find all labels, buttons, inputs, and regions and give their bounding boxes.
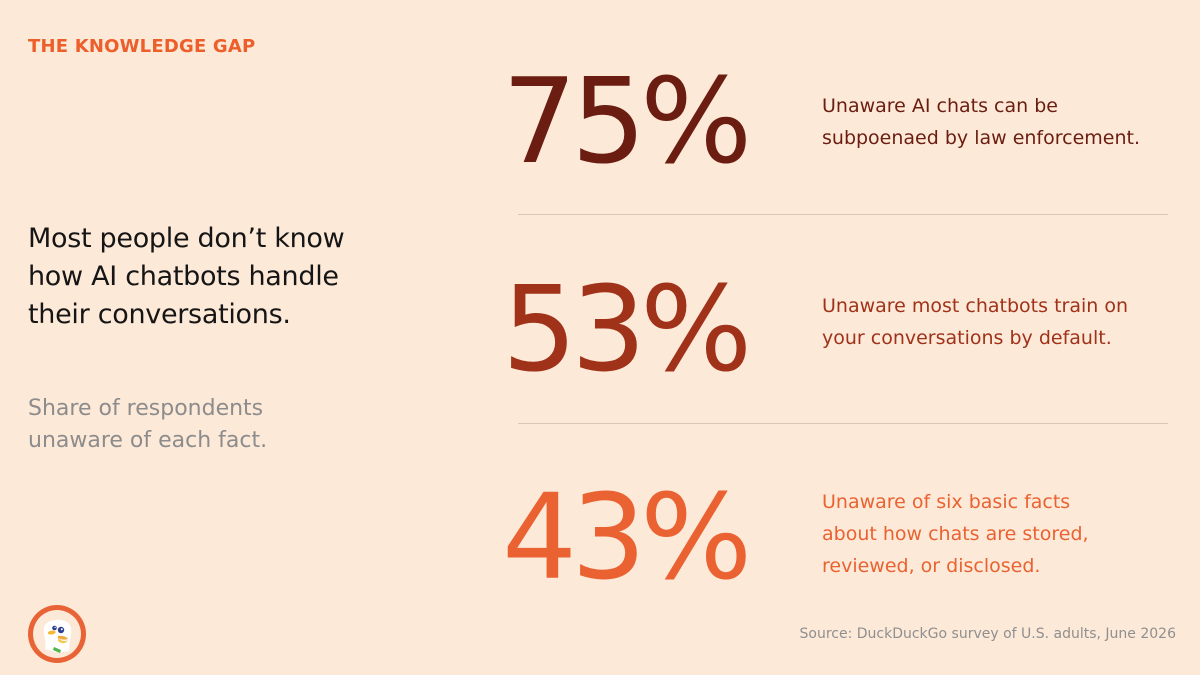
stat-description-53-line-1: Unaware most chatbots train on <box>822 295 1129 317</box>
eyebrow-title: THE KNOWLEDGE GAP <box>28 36 256 57</box>
stat-value-53: 53% <box>502 260 752 398</box>
stat-description-43: Unaware of six basic facts about how cha… <box>822 486 1182 582</box>
divider-1 <box>518 214 1168 215</box>
stat-description-75-line-1: Unaware AI chats can be <box>822 95 1058 117</box>
stat-description-43-line-3: reviewed, or disclosed. <box>822 555 1041 577</box>
subhead: Share of respondents unaware of each fac… <box>28 396 268 453</box>
stat-value-43: 43% <box>502 468 752 606</box>
stat-value-75: 75% <box>502 52 752 190</box>
stat-description-43-line-1: Unaware of six basic facts <box>822 491 1071 513</box>
stat-description-53: Unaware most chatbots train on your conv… <box>822 290 1182 354</box>
stat-description-53-line-2: your conversations by default. <box>822 327 1112 349</box>
source-citation: Source: DuckDuckGo survey of U.S. adults… <box>799 626 1177 642</box>
headline: Most people don’t know how AI chatbots h… <box>28 223 345 330</box>
duckduckgo-logo <box>27 604 87 664</box>
divider-2 <box>518 423 1168 424</box>
stat-description-75: Unaware AI chats can be subpoenaed by la… <box>822 90 1182 154</box>
stat-description-43-line-2: about how chats are stored, <box>822 523 1089 545</box>
stat-description-75-line-2: subpoenaed by law enforcement. <box>822 127 1140 149</box>
